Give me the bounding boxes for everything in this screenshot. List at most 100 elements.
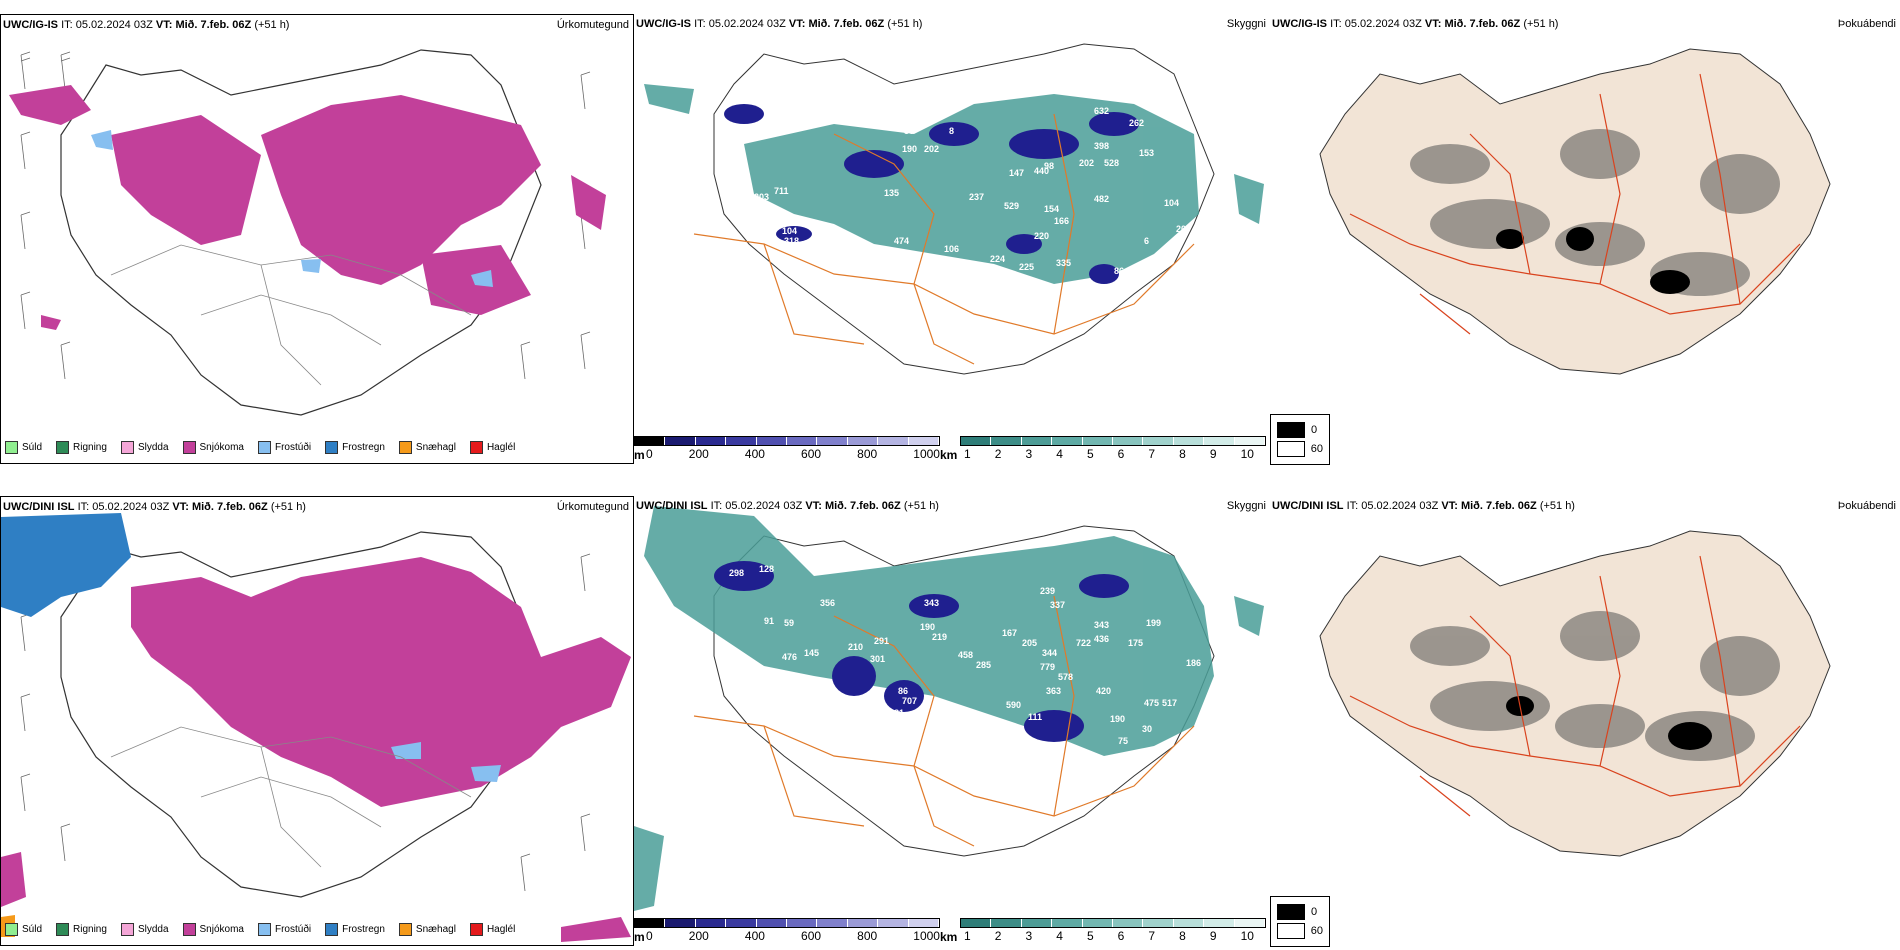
panel-title: Skyggni: [1226, 500, 1266, 512]
ceiling-value: 239: [1040, 586, 1055, 596]
visibility-unit: km: [940, 930, 958, 944]
ceiling-value: 578: [1058, 672, 1073, 682]
ceiling-value: 219: [932, 632, 947, 642]
fog-map: [1319, 530, 1831, 857]
visibility-ticks: 1 2 3 4 5 6 7 8 9 10: [964, 929, 1254, 943]
ceiling-value: 476: [782, 652, 797, 662]
ceiling-colorbar: [634, 918, 940, 928]
ceiling-value: 210: [848, 642, 863, 652]
precip-legend: Súld Rigning Slydda Snjókoma Frostúði Fr…: [5, 923, 515, 936]
precip-legend: Súld Rigning Slydda Snjókoma Frostúði Fr…: [5, 441, 515, 454]
legend-item: Rigning: [56, 923, 107, 936]
ceiling-value: 232: [759, 230, 774, 240]
legend-item: Frostúði: [257, 923, 311, 936]
ceiling-value: 111: [1028, 712, 1042, 722]
ceiling-value: 337: [1050, 600, 1065, 610]
ceiling-value: 104: [1164, 198, 1179, 208]
ceiling-value: 420: [1096, 686, 1111, 696]
ceiling-value: 220: [1034, 231, 1049, 241]
visibility-areas: [644, 84, 1264, 284]
legend-item: Snæhagl: [398, 923, 456, 936]
legend-item: Frostregn: [325, 923, 385, 936]
ceiling-value: 203: [754, 192, 769, 202]
ceiling-value: 318: [784, 236, 799, 246]
ceiling-value: 343: [1094, 620, 1109, 630]
panel-header: UWC/IG-IS IT: 05.02.2024 03Z VT: Mið. 7.…: [3, 19, 290, 31]
ceiling-value: 335: [1056, 258, 1071, 268]
ceiling-value: 104: [782, 226, 797, 236]
visibility-unit: km: [940, 448, 958, 462]
panel-header: UWC/DINI ISL IT: 05.02.2024 03Z VT: Mið.…: [3, 501, 306, 513]
ceiling-value: 707: [902, 696, 917, 706]
fog-indicator-panel-top: UWC/IG-IS IT: 05.02.2024 03Z VT: Mið. 7.…: [1270, 14, 1900, 464]
ceiling-value: 6: [1144, 236, 1149, 246]
ceiling-unit: m: [634, 448, 645, 462]
roads: [693, 595, 1195, 847]
ceiling-value: 722: [1076, 638, 1091, 648]
fog-legend-bottom: 0 60: [1270, 896, 1330, 947]
ceiling-value: 779: [1040, 662, 1055, 672]
ceiling-values: 36 190 202 8 147 440 98 632 262 398 202 …: [754, 106, 1186, 276]
ceiling-value: 106: [944, 244, 959, 254]
ceiling-value: 75: [1118, 736, 1128, 746]
legend-item: Slydda: [120, 441, 169, 454]
ceiling-value: 167: [1002, 628, 1017, 638]
wind-barbs: [20, 553, 591, 892]
iceland-outline: [1319, 530, 1831, 857]
panel-title: Úrkomutegund: [556, 19, 629, 31]
ceiling-value: 262: [1129, 118, 1144, 128]
ceiling-value: 225: [1019, 262, 1034, 272]
ceiling-value: 363: [1046, 686, 1061, 696]
ceiling-value: 147: [1009, 168, 1024, 178]
ceiling-unit: m: [634, 930, 645, 944]
legend-item: Snjókoma: [182, 441, 244, 454]
ceiling-value: 590: [1006, 700, 1021, 710]
ceiling-value: 153: [1139, 148, 1154, 158]
ceiling-value: 237: [969, 192, 984, 202]
ceiling-value: 166: [1054, 216, 1069, 226]
legend-item: Súld: [5, 923, 42, 936]
snow-areas: [9, 85, 606, 330]
ceiling-value: 344: [1042, 648, 1057, 658]
ceiling-value: 285: [976, 660, 991, 670]
fog-areas: [1410, 611, 1780, 761]
low-ceiling-areas: [714, 561, 1129, 742]
precip-type-map: [9, 49, 606, 416]
legend-item: Rigning: [56, 441, 107, 454]
ceiling-value: 98: [1044, 161, 1054, 171]
ceiling-ticks: 0 200 400 600 800 1000: [646, 929, 940, 943]
ceiling-value: 291: [874, 636, 889, 646]
ceiling-value: 128: [759, 564, 774, 574]
ceiling-value: 301: [870, 654, 885, 664]
ceiling-values: 298 128 356 91 59 476 145 210 291 301 34…: [729, 564, 1201, 746]
ceiling-value: 440: [1034, 166, 1049, 176]
panel-header: UWC/DINI ISL IT: 05.02.2024 03Z VT: Mið.…: [1272, 500, 1575, 512]
legend-item: Frostregn: [325, 441, 385, 454]
ceiling-colorbar: [634, 436, 940, 446]
fog-legend-top: 0 60: [1270, 414, 1330, 465]
panel-title: Þokuábendi: [1837, 18, 1896, 30]
ceiling-value: 78: [948, 720, 958, 730]
freezing-rain-area: [1, 513, 131, 617]
legend-item: Snjókoma: [182, 923, 244, 936]
cloud-map: 298 128 356 91 59 476 145 210 291 301 34…: [634, 506, 1264, 911]
ceiling-value: 20: [1176, 224, 1186, 234]
ceiling-value: 202: [924, 144, 939, 154]
legend-item: Snæhagl: [398, 441, 456, 454]
ceiling-value: 199: [1146, 618, 1161, 628]
ceiling-value: 474: [894, 236, 909, 246]
ceiling-value: 86: [898, 686, 908, 696]
visibility-colorbar: [960, 436, 1266, 446]
ceiling-value: 190: [920, 622, 935, 632]
ceiling-value: 175: [1128, 638, 1143, 648]
precip-type-panel-bottom: UWC/DINI ISL IT: 05.02.2024 03Z VT: Mið.…: [0, 496, 634, 946]
ceiling-value: 86: [1114, 266, 1124, 276]
ceiling-value: 632: [1094, 106, 1109, 116]
roads: [693, 113, 1195, 365]
ceiling-value: 135: [884, 188, 899, 198]
visibility-colorbar: [960, 918, 1266, 928]
ceiling-value: 711: [774, 186, 789, 196]
ceiling-value: 81: [894, 708, 904, 718]
low-ceiling-areas: [724, 104, 1139, 284]
ceiling-value: 458: [958, 650, 973, 660]
